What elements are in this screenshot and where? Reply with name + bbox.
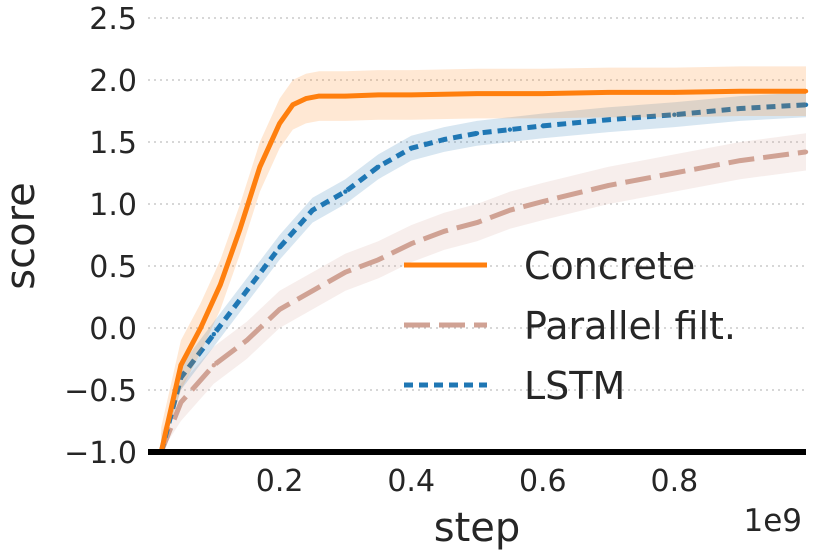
y-tick-label: 0.0 [89, 312, 137, 347]
data-point [738, 106, 743, 111]
data-point [376, 92, 381, 98]
series-band [161, 66, 806, 453]
data-point [178, 400, 184, 405]
data-point [178, 363, 184, 368]
data-point [310, 288, 315, 293]
data-point [409, 92, 414, 98]
x-axis-label: step [434, 505, 521, 551]
x-axis-offset-label: 1e9 [743, 503, 802, 539]
data-point [211, 332, 216, 337]
data-point [310, 208, 315, 213]
y-tick-label: 0.5 [89, 250, 137, 285]
series-band [161, 133, 806, 453]
x-tick-labels: 0.2 0.4 0.6 0.8 [256, 464, 699, 499]
data-point [672, 170, 677, 176]
data-point [257, 164, 263, 169]
series-lstm [158, 92, 809, 455]
x-tick-label: 0.2 [256, 464, 304, 499]
data-point [474, 131, 480, 136]
series-layer [158, 66, 809, 455]
data-point [803, 88, 809, 94]
data-point [540, 199, 545, 204]
data-point [672, 90, 677, 95]
data-point [303, 96, 309, 101]
data-point [606, 183, 611, 188]
y-tick-label: −1.0 [64, 436, 137, 471]
data-point [606, 90, 611, 95]
series-band [161, 92, 806, 453]
data-point [237, 226, 243, 231]
y-tick-labels: −1.0 −0.5 0.0 0.5 1.0 1.5 2.0 2.5 [64, 2, 137, 471]
y-tick-label: −0.5 [64, 374, 137, 409]
data-point [540, 123, 545, 129]
y-tick-label: 1.0 [89, 188, 137, 223]
data-point [507, 127, 513, 132]
data-point [803, 149, 809, 155]
data-point [606, 117, 611, 122]
legend-label: LSTM [524, 364, 625, 408]
data-point [803, 102, 809, 108]
legend: Concrete Parallel filt. LSTM [404, 244, 736, 408]
data-point [738, 158, 743, 163]
y-tick-label: 1.5 [89, 126, 137, 161]
data-point [244, 338, 249, 343]
y-tick-label: 2.0 [89, 64, 137, 99]
data-point [376, 257, 381, 262]
data-point [277, 245, 282, 250]
data-point [343, 270, 348, 275]
data-point [290, 102, 295, 108]
legend-label: Parallel filt. [524, 304, 736, 348]
legend-label: Concrete [524, 244, 695, 288]
y-axis-label: score [0, 182, 44, 289]
data-point [409, 241, 414, 246]
data-point [409, 146, 414, 151]
data-point [441, 137, 447, 142]
data-point [244, 288, 249, 293]
data-point [738, 88, 743, 94]
series-concrete [158, 66, 809, 455]
data-point [672, 112, 677, 117]
x-tick-label: 0.6 [519, 464, 567, 499]
data-point [540, 91, 545, 96]
data-point [441, 229, 447, 234]
data-point [277, 121, 282, 126]
y-tick-label: 2.5 [89, 2, 137, 37]
data-point [198, 325, 203, 331]
data-point [277, 307, 282, 312]
x-tick-label: 0.8 [651, 464, 699, 499]
data-point [376, 164, 381, 169]
data-point [343, 189, 348, 194]
data-point [343, 93, 348, 99]
data-point [474, 220, 480, 225]
data-point [218, 282, 223, 287]
x-tick-label: 0.4 [387, 464, 435, 499]
data-point [211, 363, 216, 368]
data-point [507, 208, 513, 213]
data-point [316, 93, 322, 99]
data-point [474, 91, 480, 96]
